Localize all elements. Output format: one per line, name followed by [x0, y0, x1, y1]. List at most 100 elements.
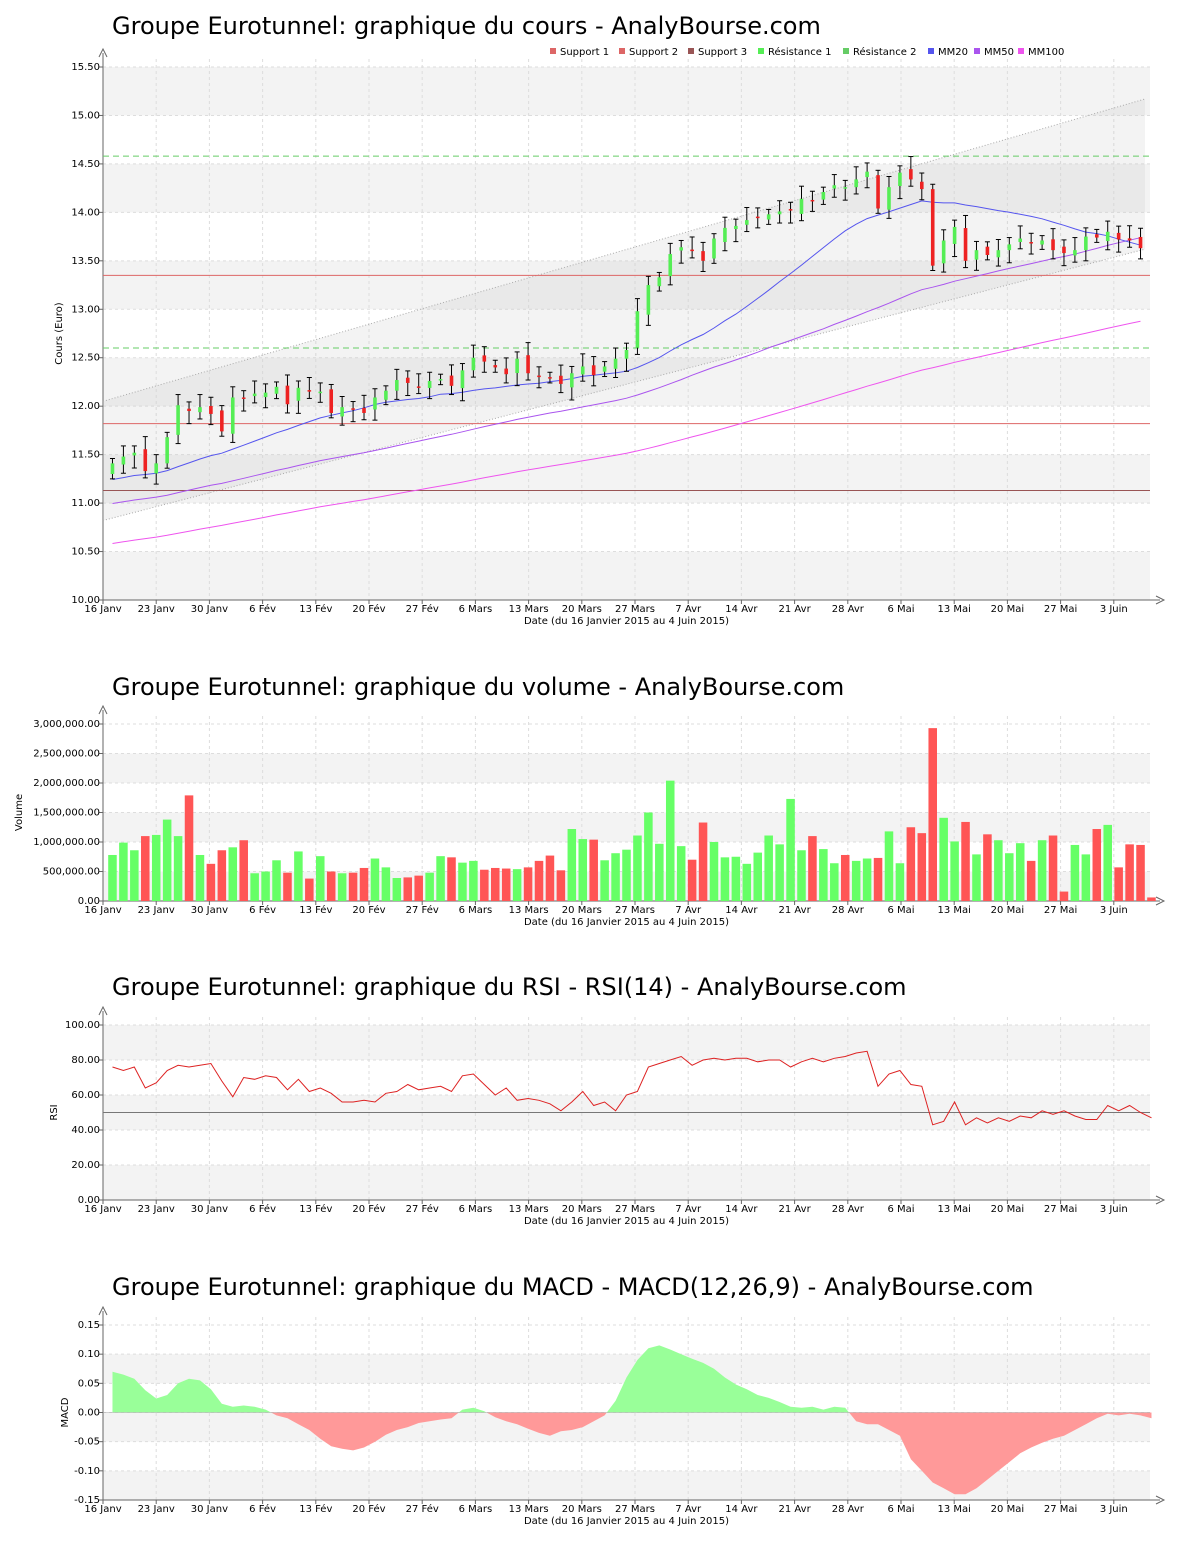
macd-negative-area: [271, 1412, 459, 1451]
macd-y-arrow: [98, 1305, 108, 1316]
candle-body: [340, 407, 344, 417]
volume-chart: 0.00 500,000.00 1,000,000.00 1,500,000.00 2,…: [14, 704, 1166, 928]
candle-body: [941, 240, 946, 264]
candle-body: [788, 209, 793, 211]
volume-bar: [359, 867, 369, 901]
volume-bar: [414, 875, 423, 901]
rsi-xtick-label: 13 Mars: [509, 1204, 549, 1215]
candle-body: [996, 250, 1001, 258]
macd-xtick-label: 20 Mars: [562, 1504, 602, 1515]
cours-band: [103, 260, 1150, 310]
cours-xtick-label: 27 Mai: [1044, 604, 1077, 615]
candle-body: [570, 373, 574, 388]
volume-bar: [797, 850, 806, 901]
cours-ytick-label: 12.00: [71, 401, 100, 412]
rsi-chart: 0.00 20.00 40.00 60.00 80.00 100.00 16 Janv 23 …: [49, 1005, 1166, 1227]
volume-xtick-label: 16 Janv: [84, 905, 121, 916]
volume-bar: [272, 860, 281, 901]
candle-body: [1127, 238, 1132, 241]
cours-ytick-label: 13.50: [71, 256, 100, 267]
candle-body: [624, 349, 629, 359]
cours-xtick-label: 23 Janv: [138, 604, 175, 615]
volume-ytick-label: 500,000.00: [43, 867, 100, 878]
rsi-ytick-label: 20.00: [71, 1160, 100, 1171]
macd-xtick-label: 13 Fév: [299, 1503, 332, 1515]
volume-bar: [1092, 829, 1102, 901]
volume-bar: [1026, 860, 1036, 901]
cours-ytick-label: 11.50: [71, 450, 100, 461]
volume-ytick-label: 3,000,000.00: [33, 719, 100, 730]
volume-bar: [480, 869, 489, 901]
volume-xtick-label: 6 Mai: [887, 905, 914, 916]
volume-bar: [819, 849, 828, 901]
candle-body: [580, 366, 585, 375]
candle-body: [176, 405, 180, 435]
rsi-line: [112, 1050, 1152, 1126]
candle-body: [690, 249, 694, 252]
legend-label: MM20: [938, 47, 968, 58]
rsi-xtick-label: 27 Mars: [615, 1204, 655, 1215]
candle-body: [1073, 250, 1077, 256]
rsi-xtick-label: 6 Mars: [459, 1204, 493, 1215]
candle-body: [723, 227, 727, 243]
volume-band: [103, 753, 1150, 783]
cours-band: [103, 67, 1150, 116]
macd-positive-area: [458, 1407, 487, 1413]
cours-band: [103, 454, 1150, 504]
volume-bar: [239, 840, 248, 901]
candle-body: [832, 185, 837, 189]
cours-xtick-label: 20 Mars: [562, 604, 602, 615]
volume-bar: [130, 850, 139, 901]
rsi-xtick-label: 6 Mai: [887, 1204, 914, 1215]
cours-xtick-label: 6 Fév: [249, 603, 276, 615]
volume-bar: [545, 855, 555, 901]
candle-body: [952, 226, 957, 244]
candle-body: [209, 405, 213, 414]
candle-body: [963, 228, 968, 261]
volume-bar: [928, 728, 937, 901]
volume-bar: [961, 821, 970, 901]
candle-body: [384, 390, 388, 400]
volume-bar: [392, 877, 402, 901]
macd-xtick-label: 21 Avr: [779, 1504, 812, 1515]
macd-ytick-label: -0.10: [74, 1466, 100, 1477]
volume-xtick-label: 20 Fév: [352, 904, 385, 916]
cours-xtick-label: 7 Avr: [675, 604, 702, 615]
macd-negative-area: [849, 1412, 1152, 1495]
candle-body: [493, 365, 498, 368]
candle-body: [613, 358, 618, 369]
macd-xtick-label: 7 Avr: [675, 1504, 702, 1515]
volume-bar: [458, 862, 467, 901]
candle-body: [766, 214, 771, 220]
candle-body: [876, 175, 880, 209]
candle-body: [755, 216, 760, 219]
cours-ytick-label: 12.50: [71, 353, 100, 364]
macd-title: Groupe Eurotunnel: graphique du MACD - M…: [112, 1273, 1034, 1301]
rsi-y-axis-label: RSI: [49, 1104, 60, 1120]
volume-bar: [972, 854, 981, 901]
volume-bar: [425, 872, 434, 901]
mm50-line: [112, 237, 1141, 504]
candle-body: [482, 355, 487, 362]
candle-body: [515, 358, 519, 374]
rsi-xtick-label: 16 Janv: [84, 1204, 121, 1215]
macd-positive-area: [112, 1371, 272, 1413]
volume-bar: [1103, 824, 1112, 901]
macd-ytick-label: 0.05: [78, 1378, 100, 1389]
volume-xtick-label: 6 Mars: [459, 905, 493, 916]
cours-xtick-label: 16 Janv: [84, 604, 121, 615]
volume-bar: [316, 856, 325, 901]
trend-lower-line: [102, 248, 1146, 522]
candle-body: [416, 386, 421, 388]
macd-band: [103, 1470, 1150, 1500]
rsi-ytick-label: 60.00: [71, 1090, 100, 1101]
candle-body: [274, 386, 279, 394]
candle-body: [187, 408, 191, 412]
macd-xtick-label: 16 Janv: [84, 1504, 121, 1515]
candle-body: [438, 379, 443, 381]
candle-body: [241, 397, 246, 399]
volume-bar: [469, 860, 478, 901]
volume-bar: [1059, 891, 1069, 901]
cours-xtick-label: 6 Mars: [459, 604, 493, 615]
